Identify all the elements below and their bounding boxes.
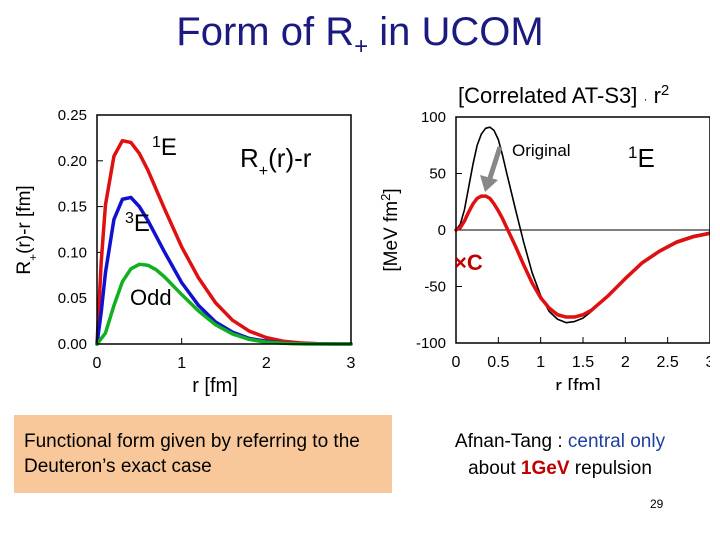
lc-y-tick-label-5: 0.25 (58, 107, 87, 124)
lc-series-1e (95, 138, 353, 346)
slide-title: Form of R+ in UCOM (176, 10, 544, 60)
note-box: Functional form given by referring to th… (14, 415, 392, 493)
lc-x-tick-label-1: 1 (177, 355, 186, 372)
left-chart-x-axis-label: r [fm] (192, 375, 238, 397)
left-chart-y-axis-label: R+(r)-r [fm] (14, 185, 40, 274)
caption: Afnan-Tang : central only about 1GeV rep… (400, 428, 720, 482)
right-chart-frame (455, 116, 710, 344)
lc-y-tick-label-1: 0.05 (58, 290, 87, 307)
lc-y-tick-label-3: 0.15 (58, 199, 87, 216)
right-chart-annotation-original: Original (512, 141, 571, 160)
right-chart-annotation-xc: ×C (454, 250, 483, 275)
rc-x-tick-label-1: 0.5 (487, 354, 509, 371)
lc-x-tick-label-3: 3 (347, 355, 356, 372)
rc-series-correlated (454, 194, 710, 319)
right-chart-title: [Correlated AT-S3] · r2 (458, 82, 669, 109)
lc-y-tick-label-0: 0.00 (58, 336, 87, 353)
rc-x-tick-label-3: 1.5 (572, 354, 594, 371)
right-chart-y-axis-label: [MeV fm2] (378, 188, 403, 271)
lc-y-tick-label-2: 0.10 (58, 244, 87, 261)
left-chart-label-1E: 1E (152, 134, 177, 162)
page-number: 29 (650, 497, 664, 511)
caption-line-1: Afnan-Tang : central only (454, 431, 666, 452)
lc-x-tick-label-0: 0 (93, 355, 102, 372)
lc-x-tick-label-2: 2 (262, 355, 271, 372)
rc-series-original (455, 126, 710, 324)
reduction-arrow-head (480, 175, 498, 192)
left-chart-annotation-formula: R+(r)-r (240, 143, 312, 180)
rc-y-tick-label-2: 0 (438, 222, 446, 239)
left-chart-label-3E: 3E (125, 210, 150, 238)
rc-y-tick-label-0: -100 (416, 335, 446, 352)
rc-y-tick-label-1: -50 (424, 279, 446, 296)
lc-y-tick-label-4: 0.20 (58, 153, 87, 170)
left-chart: 0 1 2 30.000.050.100.150.200.25 R+(r)-r 1E … (14, 107, 356, 397)
rc-y-tick-label-3: 50 (429, 166, 446, 183)
right-chart: [Correlated AT-S3] · r2 0 0.5 1 1.5 2 2.5 3 -10… (378, 82, 710, 390)
rc-x-tick-label-5: 2.5 (657, 354, 679, 371)
rc-y-tick-label-4: 100 (421, 109, 446, 126)
caption-line-2: about 1GeV repulsion (468, 458, 652, 479)
rc-x-tick-label-6: 3 (706, 354, 710, 371)
right-chart-label-1E: 1E (628, 143, 655, 174)
reduction-arrow-shaft (487, 146, 503, 179)
right-chart-x-axis-label: r [fm] (555, 376, 601, 390)
rc-x-tick-label-0: 0 (452, 354, 461, 371)
left-chart-frame (96, 114, 352, 345)
rc-x-tick-label-2: 1 (536, 354, 545, 371)
left-chart-label-odd: Odd (130, 285, 172, 310)
rc-x-tick-label-4: 2 (621, 354, 630, 371)
